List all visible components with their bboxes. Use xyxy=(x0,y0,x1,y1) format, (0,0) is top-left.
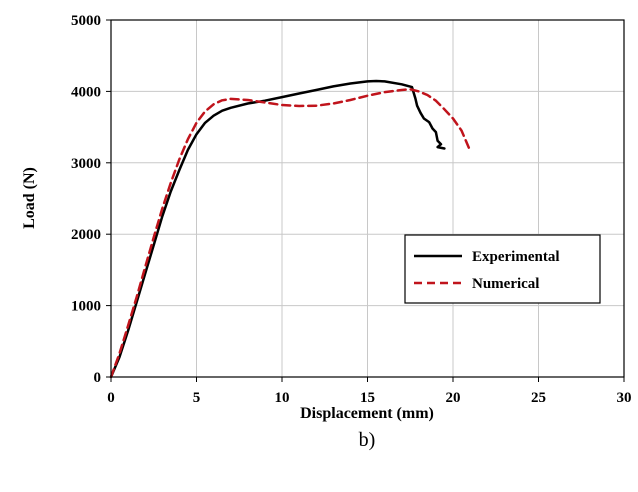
y-tick-label: 4000 xyxy=(71,84,101,100)
y-tick-label: 2000 xyxy=(71,227,101,243)
figure-caption: b) xyxy=(359,429,376,451)
legend-label-numerical: Numerical xyxy=(472,276,539,292)
legend-box xyxy=(404,234,601,304)
legend: Experimental Numerical xyxy=(404,234,601,304)
x-tick-label: 10 xyxy=(275,390,290,406)
x-tick-label: 5 xyxy=(193,390,201,406)
x-tick-label: 0 xyxy=(107,390,115,406)
y-axis-title: Load (N) xyxy=(21,167,38,229)
y-tick-label: 5000 xyxy=(71,13,101,29)
x-tick-label: 15 xyxy=(360,390,375,406)
series-line-numerical xyxy=(109,88,472,379)
x-axis-ticks: 0 5 10 15 20 25 30 xyxy=(107,377,632,406)
x-tick-label: 30 xyxy=(617,390,632,406)
legend-label-experimental: Experimental xyxy=(472,249,560,265)
y-tick-label: 1000 xyxy=(71,299,101,315)
grid xyxy=(111,20,624,377)
x-tick-label: 25 xyxy=(531,390,546,406)
y-axis-ticks: 0 1000 2000 3000 4000 5000 xyxy=(71,13,111,386)
y-tick-label: 0 xyxy=(94,370,102,386)
series-line-experimental xyxy=(109,79,446,379)
y-tick-label: 3000 xyxy=(71,156,101,172)
x-axis-title: Displacement (mm) xyxy=(300,405,434,422)
x-tick-label: 20 xyxy=(446,390,461,406)
series-group xyxy=(109,79,472,379)
